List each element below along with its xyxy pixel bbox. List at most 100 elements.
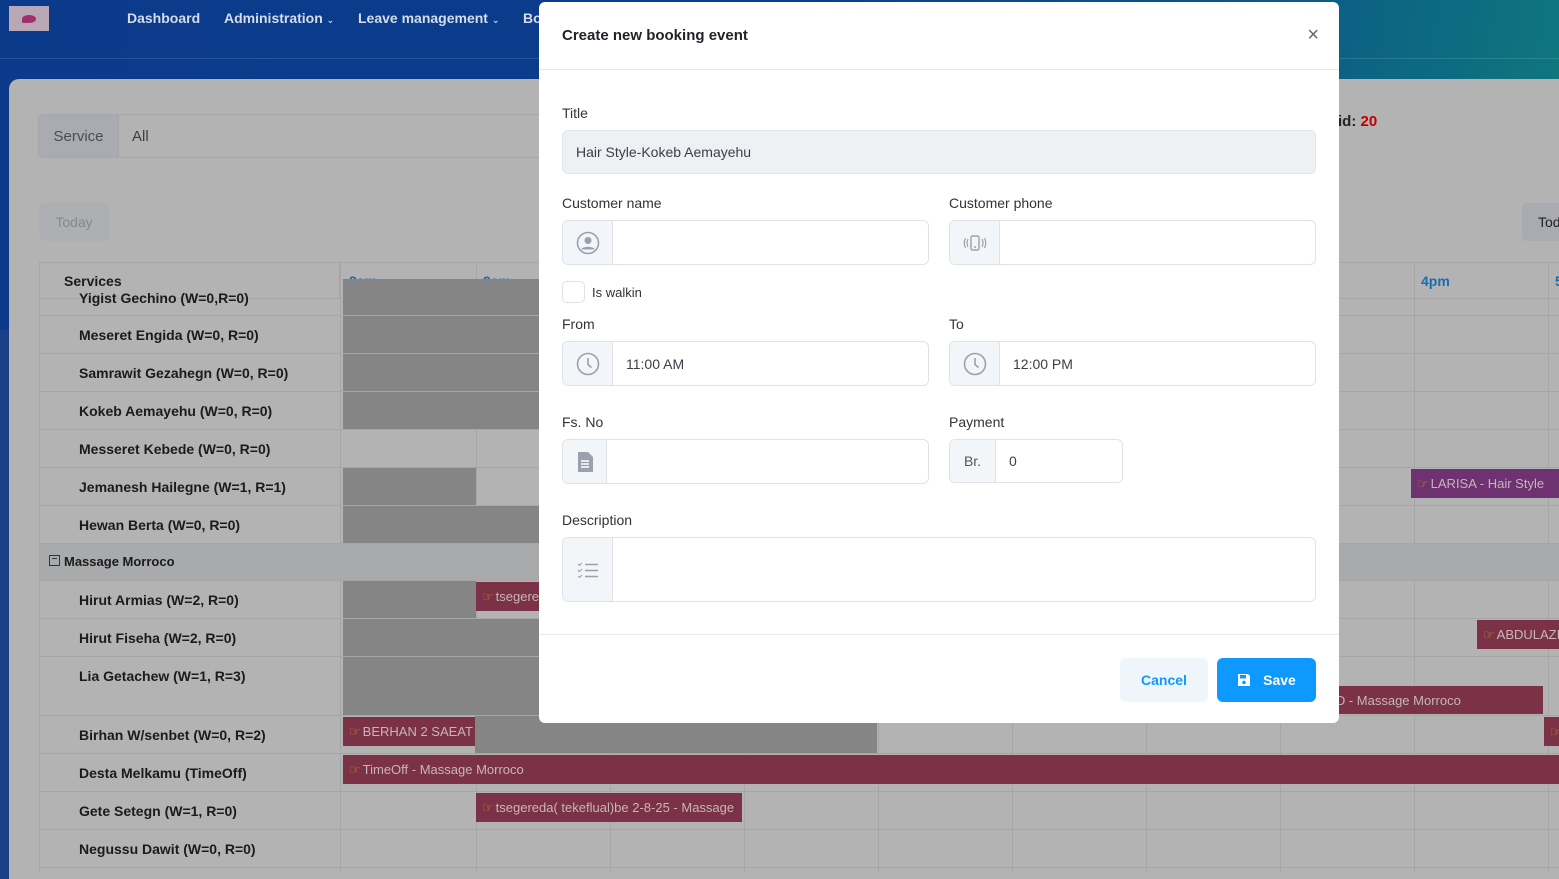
- from-time-value: 11:00 AM: [626, 355, 685, 372]
- time-header: 5pm: [1549, 263, 1559, 299]
- services-header: Services: [40, 263, 340, 299]
- checklist-icon: [563, 538, 613, 601]
- event-label: TimeOff - Massage Morroco: [362, 762, 524, 777]
- clock-icon: [563, 342, 613, 385]
- pointing-hand-icon: ☞: [349, 723, 361, 739]
- resource-label: Meseret Engida (W=0, R=0): [79, 327, 259, 343]
- close-icon[interactable]: ×: [1307, 24, 1319, 46]
- nav-booking[interactable]: Bo: [523, 10, 542, 26]
- resource-label: Hirut Armias (W=2, R=0): [79, 592, 239, 608]
- cancel-button[interactable]: Cancel: [1120, 658, 1208, 702]
- table-row: Negussu Dawit (W=0, R=0): [40, 830, 1559, 868]
- payment-input[interactable]: Br. 0: [949, 439, 1123, 483]
- nav-dashboard[interactable]: Dashboard: [127, 10, 201, 26]
- user-circle-icon: [563, 221, 613, 264]
- title-value: Hair Style-Kokeb Aemayehu: [576, 144, 752, 160]
- currency-prefix: Br.: [950, 440, 996, 482]
- resource-label: Birhan W/senbet (W=0, R=2): [79, 727, 266, 743]
- title-label: Title: [562, 105, 588, 121]
- description-value: [613, 538, 626, 601]
- event-label: tsegere: [495, 589, 540, 604]
- nav-label: Leave management: [358, 10, 488, 26]
- today-button-right[interactable]: Tod: [1522, 203, 1559, 241]
- booking-event[interactable]: WAND - Massage Morroco: [1300, 686, 1543, 714]
- payment-label: Payment: [949, 414, 1005, 430]
- resource-label: Desta Melkamu (TimeOff): [79, 765, 247, 781]
- paid-count: id: 20: [1338, 113, 1377, 130]
- save-button[interactable]: Save: [1217, 658, 1316, 702]
- booking-event[interactable]: ☞: [1544, 717, 1559, 746]
- today-button[interactable]: Today: [39, 203, 109, 241]
- customer-name-label: Customer name: [562, 195, 662, 211]
- fs-no-input[interactable]: [562, 439, 929, 484]
- phone-vibrate-icon: [950, 221, 1000, 264]
- booking-event[interactable]: ☞ TimeOff - Massage Morroco: [343, 755, 1559, 784]
- description-textarea[interactable]: [562, 537, 1316, 602]
- title-input[interactable]: Hair Style-Kokeb Aemayehu: [562, 130, 1316, 174]
- modal-title: Create new booking event: [562, 27, 748, 44]
- busy-slot: [343, 468, 476, 505]
- event-label: ABDULAZI: [1496, 627, 1559, 642]
- event-label: BERHAN 2 SAEAT T: [362, 724, 475, 739]
- customer-phone-label: Customer phone: [949, 195, 1053, 211]
- table-row: Birhan W/senbet (W=0, R=2): [40, 716, 1559, 754]
- table-row: Desta Melkamu (TimeOff): [40, 754, 1559, 792]
- service-filter-label: Service: [39, 115, 119, 157]
- pointing-hand-icon: ☞: [1550, 724, 1559, 740]
- resource-label: Jemanesh Hailegne (W=1, R=1): [79, 479, 286, 495]
- paid-value: 20: [1360, 113, 1378, 130]
- collapse-icon[interactable]: −: [49, 555, 60, 566]
- event-label: LARISA - Hair Style: [1430, 476, 1545, 491]
- event-label: tsegereda( tekeflual)be 2-8-25 - Massage: [495, 800, 735, 815]
- booking-event[interactable]: ☞ tsegereda( tekeflual)be 2-8-25 - Massag…: [476, 793, 742, 822]
- resource-label: Kokeb Aemayehu (W=0, R=0): [79, 403, 273, 419]
- clock-icon: [950, 342, 1000, 385]
- chevron-down-icon: ⌄: [491, 15, 500, 25]
- customer-name-value: [613, 221, 626, 264]
- resource-label: Gete Setegn (W=1, R=0): [79, 803, 237, 819]
- resource-label: Samrawit Gezahegn (W=0, R=0): [79, 365, 289, 381]
- create-booking-modal: Create new booking event × Title Hair Sty…: [539, 2, 1339, 723]
- resource-label: Lia Getachew (W=1, R=3): [79, 668, 246, 684]
- nav-label: Administration: [224, 10, 323, 26]
- table-row: Gete Setegn (W=1, R=0): [40, 792, 1559, 830]
- resource-label: Messeret Kebede (W=0, R=0): [79, 441, 271, 457]
- document-icon: [563, 440, 607, 483]
- chevron-down-icon: ⌄: [326, 15, 335, 25]
- to-label: To: [949, 316, 964, 332]
- save-icon: [1238, 674, 1251, 686]
- booking-event[interactable]: ☞ ABDULAZI: [1477, 620, 1559, 649]
- customer-phone-input[interactable]: [949, 220, 1316, 265]
- logo[interactable]: [9, 6, 49, 31]
- from-label: From: [562, 316, 595, 332]
- walkin-checkbox[interactable]: [562, 281, 585, 303]
- fs-no-value: [607, 440, 620, 483]
- nav-administration[interactable]: Administration ⌄: [224, 10, 334, 26]
- to-time-input[interactable]: 12:00 PM: [949, 341, 1316, 386]
- busy-slot: [343, 581, 476, 618]
- from-time-input[interactable]: 11:00 AM: [562, 341, 929, 386]
- to-time-value: 12:00 PM: [1013, 355, 1073, 372]
- customer-name-input[interactable]: [562, 220, 929, 265]
- fs-no-label: Fs. No: [562, 414, 604, 430]
- walkin-label: Is walkin: [592, 285, 642, 300]
- resource-label: Negussu Dawit (W=0, R=0): [79, 841, 256, 857]
- nav-leave-management[interactable]: Leave management ⌄: [358, 10, 499, 26]
- booking-event[interactable]: ☞ LARISA - Hair Style: [1411, 469, 1559, 498]
- payment-value: 0: [1009, 453, 1017, 469]
- service-filter[interactable]: Service All: [38, 114, 558, 158]
- event-label: WAND - Massage Morroco: [1306, 692, 1461, 708]
- time-header: 4pm: [1415, 263, 1549, 299]
- resource-label: Hirut Fiseha (W=2, R=0): [79, 630, 237, 646]
- save-label: Save: [1263, 672, 1296, 688]
- service-filter-value[interactable]: All: [132, 127, 149, 145]
- pointing-hand-icon: ☞: [482, 799, 494, 815]
- customer-phone-value: [1000, 221, 1013, 264]
- description-label: Description: [562, 512, 633, 528]
- pointing-hand-icon: ☞: [349, 761, 361, 777]
- resource-label: Yigist Gechino (W=0,R=0): [79, 290, 249, 306]
- booking-event[interactable]: ☞ BERHAN 2 SAEAT T: [343, 717, 475, 746]
- pointing-hand-icon: ☞: [1483, 626, 1495, 642]
- group-label: Massage Morroco: [64, 554, 175, 569]
- divider: [539, 634, 1339, 635]
